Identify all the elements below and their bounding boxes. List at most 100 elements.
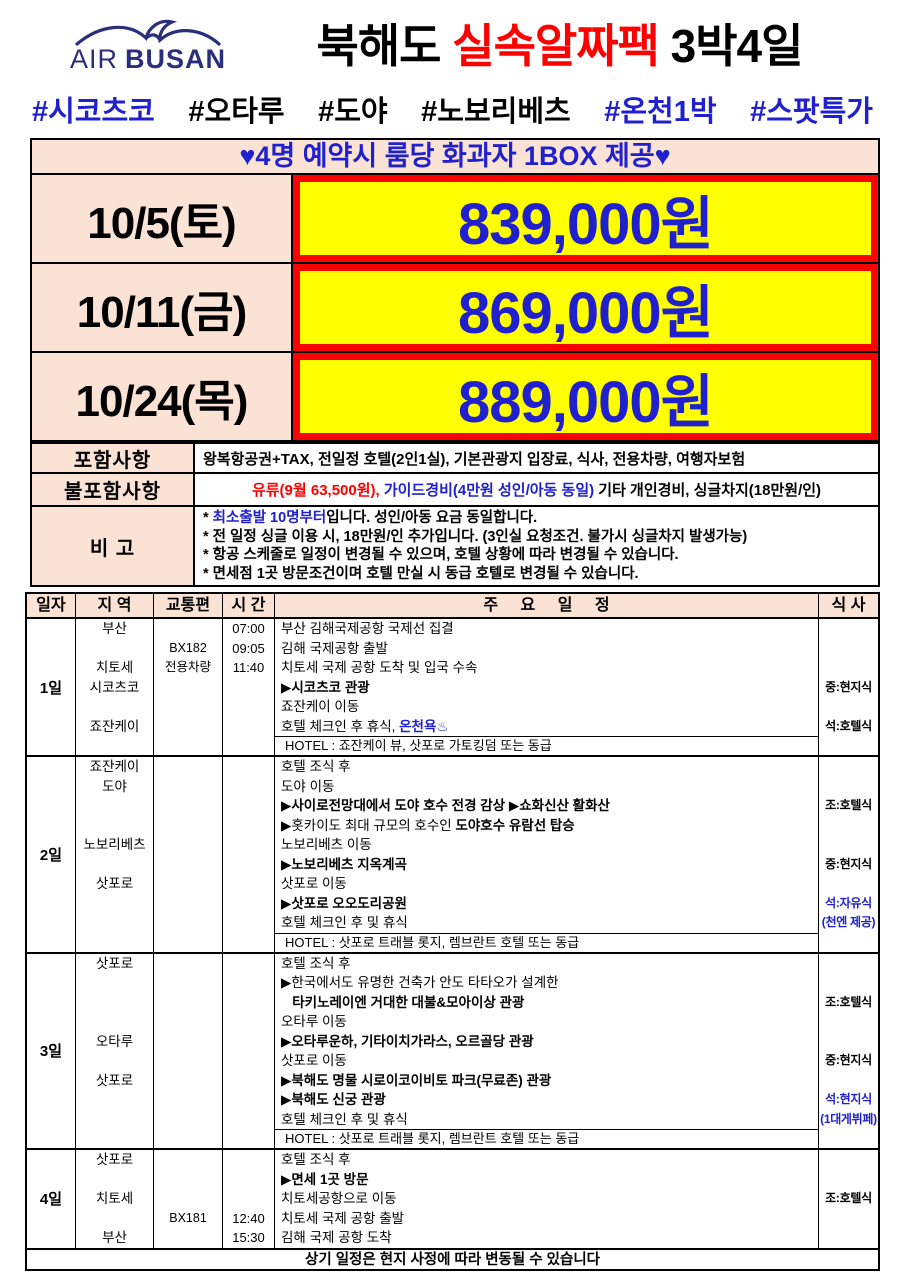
region-name: 죠잔케이 [89,718,140,734]
meal-item: 조:호텔식 [825,1191,872,1205]
region-name: 삿포로 [95,955,134,971]
notes-content: * 최소출발 10명부터입니다. 성인/아동 요금 동일합니다. * 전 일정 싱… [195,507,878,585]
flight-or-vehicle: 전용차량 [164,660,211,674]
schedule-line: 치토세공항으로 이동 [275,1189,818,1209]
meal-item [819,639,878,659]
text-segment: 최소출발 10명부터 [212,510,327,526]
time-value [223,1170,274,1190]
text-segment: 호텔 체크인 후 휴식, [281,718,400,734]
time-value: 09:05 [232,640,265,656]
day-number: 2일 [27,757,76,952]
text-segment: 온천욕♨ [399,718,449,734]
text-segment: 호텔 체크인 후 및 휴식 [281,1111,408,1127]
flight-or-vehicle [154,1170,222,1190]
meal-item [819,1032,878,1052]
schedule-line: ▶오타루운하, 기타이치가라스, 오르골당 관광 [275,1032,818,1052]
day-number: 1일 [27,619,76,755]
schedule-line: ▶시코츠코 관광 [275,678,818,698]
region-name [76,639,153,659]
region-name: 삿포로 [95,1072,134,1088]
meal-item: 석:호텔식 [825,718,872,733]
meal-item [819,874,878,894]
meal-item [819,777,878,797]
text-segment: 북해도 [316,20,453,72]
meal-item [819,1170,878,1190]
hotel-line: HOTEL : 삿포로 트래블 롯지, 렘브란트 호텔 또는 동급 [275,932,818,952]
transport-cell [154,757,223,952]
meal-item [819,1012,878,1032]
header: AIR BUSAN 북해도 실속알짜팩 3박4일 [0,0,905,76]
text-segment: 삿포로 이동 [281,1053,347,1068]
column-header: 지 역 [76,594,154,617]
region-name: 죠잔케이 [89,759,140,774]
meal-item [819,1071,878,1091]
meal-cell: 조:호텔식 중:현지식 석:자유식 (천엔 제공) [819,757,878,952]
time-value: 12:40 [232,1210,265,1226]
time-cell [223,757,275,952]
schedule-line: 호텔 조식 후 [275,954,818,974]
region-name: 노보리베츠 [83,837,146,852]
text-segment: 도야호수 유람선 탑승 [455,817,575,833]
text-segment: * 항공 스케줄로 일정이 변경될 수 있으며, 호텔 상황에 따라 변경될 수… [203,547,679,563]
flight-or-vehicle [154,1189,222,1209]
region-name [76,1051,153,1071]
meal-cell: 조:호텔식 [819,1150,878,1248]
text-segment: 호텔 조식 후 [281,955,351,971]
note-line: * 최소출발 10명부터입니다. 성인/아동 요금 동일합니다. [203,509,870,528]
region-name: 치토세 [95,660,134,675]
schedule-line: 호텔 체크인 후 및 휴식 [275,1110,818,1130]
schedule-line: ▶면세 1곳 방문 [275,1170,818,1190]
meal-item: 중:현지식 [825,679,872,694]
itinerary-day-row: 2일 죠잔케이 도야 노보리베츠 삿포로 호텔 조식 후 도야 이동 ▶사이로전망대에서 도야… [27,757,878,954]
text-segment: ▶노보리베츠 지옥계곡 [281,856,407,872]
itinerary-day-row: 3일 삿포로 오타루 삿포로 호텔 조식 후 ▶한국에서도 유명한 건축가 안도 타타오가… [27,953,878,1150]
text-segment: 호텔 조식 후 [281,1152,351,1167]
notes-row: 비 고 * 최소출발 10명부터입니다. 성인/아동 요금 동일합니다. * 전 … [32,507,878,585]
schedule-line: ▶삿포로 오오도리공원 [275,894,818,914]
included-content: 왕복항공권+TAX, 전일정 호텔(2인1실), 기본관광지 입장료, 식사, … [203,450,746,468]
text-segment: ▶한국에서도 유명한 건축가 안도 타타오가 설계한 [281,975,559,990]
schedule-line: 오타루 이동 [275,1012,818,1032]
schedule-line: 부산 김해국제공항 국제선 집결 [275,619,818,639]
meal-item: 조:호텔식 [825,994,872,1009]
region-name: 도야 [102,778,127,794]
footer-note: 상기 일정은 현지 사정에 따라 변동될 수 있습니다 [27,1247,878,1269]
departure-date: 10/11(금) [32,264,293,351]
text-segment: 치토세공항으로 이동 [281,1191,397,1206]
price-rows: 10/5(토) 839,000원 10/11(금) 869,000원 10/24(목) 8… [30,175,880,442]
price-value: 839,000원 [457,191,714,257]
text-segment: 가이드경비(4만원 성인/아동 동일) [383,482,595,499]
schedule-line: ▶노보리베츠 지옥계곡 [275,855,818,875]
itinerary-day-row: 4일 삿포로 치토세 부산 BX181 12:40 15:30 호텔 조식 후 ▶면세 1곳 방… [27,1150,878,1248]
region-name: 삿포로 [95,876,134,891]
column-header: 주 요 일 정 [275,594,819,617]
flight-or-vehicle [154,619,222,639]
transport-cell: BX182 전용차량 [154,619,223,755]
text-segment: 호텔 조식 후 [281,759,351,774]
price-box: 839,000원 [293,175,878,262]
schedule-cell: 호텔 조식 후 ▶한국에서도 유명한 건축가 안도 타타오가 설계한 타키노레이엔… [275,953,819,1148]
hashtag-row: #시코츠코 #오타루 #도야 #노보리베츠 #온천1박 #스팟특가 [0,88,905,130]
text-segment: 김해 국제공항 출발 [281,640,388,656]
time-value [223,1189,274,1209]
text-segment: 유류(9월 63,500원), [251,482,384,499]
price-row: 10/24(목) 889,000원 [30,353,880,442]
meal-item: (1대게뷔페) [820,1111,877,1126]
meal-item: 중:현지식 [825,1053,872,1067]
meal-item [819,757,878,777]
schedule-line: ▶북해도 신궁 관광 [275,1090,818,1110]
region-name [76,1012,153,1032]
departure-date: 10/24(목) [32,353,293,440]
logo-air-word: AIR [69,43,118,74]
time-value: 11:40 [232,660,265,675]
schedule-line: 타키노레이엔 거대한 대불&모아이상 관광 [275,993,818,1013]
text-segment: 부산 김해국제공항 국제선 집결 [281,621,454,636]
column-header: 교통편 [154,594,223,617]
time-value [223,1150,274,1170]
text-segment: ▶오타루운하, 기타이치가라스, 오르골당 관광 [281,1033,534,1049]
time-cell: 12:40 15:30 [223,1150,275,1248]
time-cell [223,953,275,1148]
